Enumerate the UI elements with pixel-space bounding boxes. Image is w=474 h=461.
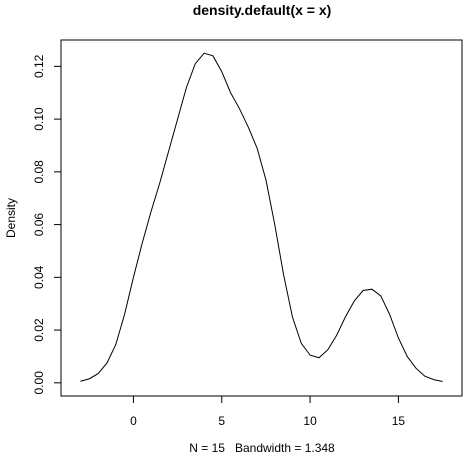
x-tick-label: 15 bbox=[392, 414, 406, 428]
y-tick-label: 0.12 bbox=[32, 54, 46, 78]
y-tick-label: 0.10 bbox=[32, 107, 46, 131]
x-tick-label: 0 bbox=[130, 414, 137, 428]
density-curve bbox=[80, 52, 443, 382]
y-tick-label: 0.06 bbox=[32, 213, 46, 237]
y-axis: 0.00 0.02 0.04 0.06 0.08 0.10 0.12 bbox=[32, 54, 62, 395]
chart-title: density.default(x = x) bbox=[193, 2, 332, 18]
y-tick-label: 0.00 bbox=[32, 371, 46, 395]
x-axis: 0 5 10 15 bbox=[130, 395, 406, 428]
x-tick-label: 10 bbox=[303, 414, 317, 428]
x-tick-label: 5 bbox=[218, 414, 225, 428]
y-tick-label: 0.08 bbox=[32, 160, 46, 184]
plot-frame bbox=[60, 39, 463, 397]
y-tick-label: 0.04 bbox=[32, 265, 46, 289]
y-tick-label: 0.02 bbox=[32, 318, 46, 342]
y-axis-label: Density bbox=[4, 198, 18, 238]
x-axis-label: N = 15 Bandwidth = 1.348 bbox=[189, 441, 335, 455]
